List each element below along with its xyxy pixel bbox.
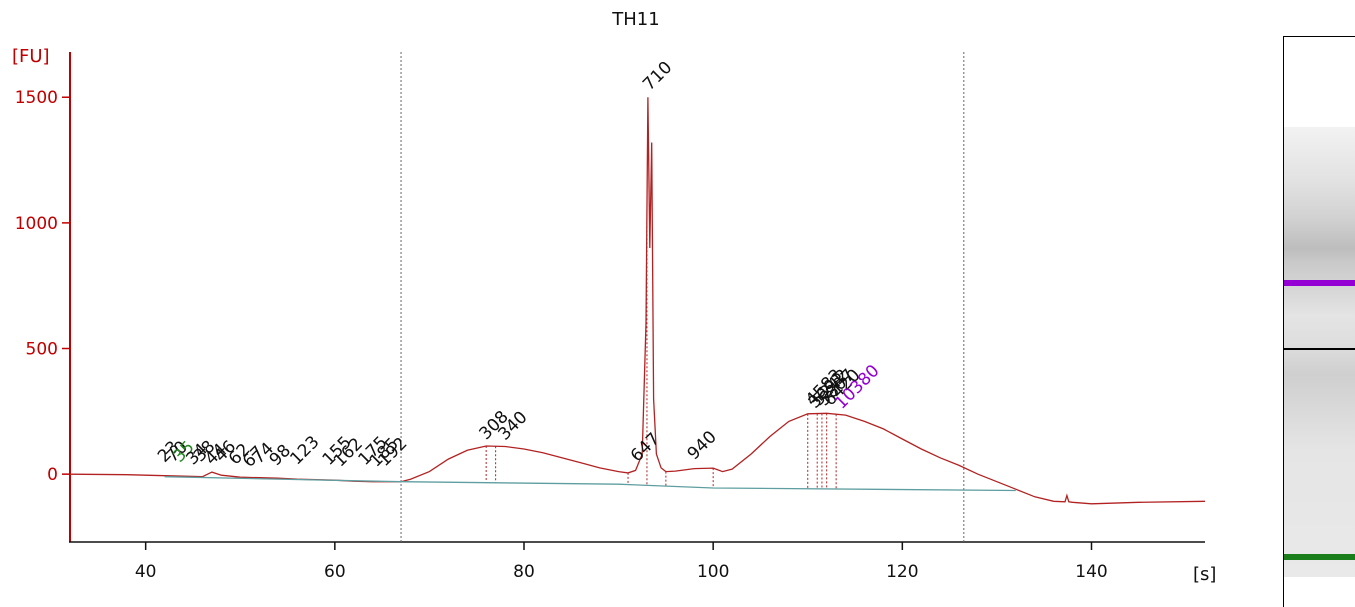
peak-label: 710: [639, 58, 676, 95]
y-tick-label: 0: [47, 465, 58, 485]
x-tick-label: 140: [1075, 562, 1107, 582]
gel-band: [1284, 279, 1355, 286]
series-layer: [69, 97, 1206, 505]
y-ticks: 0 500 1000 1500: [15, 88, 70, 485]
region-marker-lines: [400, 52, 965, 542]
gel-band: [1284, 553, 1355, 560]
x-ticks: 40 60 80 100 120 140: [135, 542, 1108, 582]
baseline-trace: [164, 476, 1016, 492]
peak-marker-lines: [485, 210, 837, 489]
y-tick-label: 500: [26, 340, 58, 360]
electropherogram-chart: TH11 [FU] [s] 0 500 1000 1500 40 60 80 100 120 1…: [12, 9, 1216, 585]
x-tick-label: 60: [324, 562, 346, 582]
x-axis-label: [s]: [1193, 564, 1216, 585]
x-tick-label: 120: [886, 562, 918, 582]
y-axis-label: [FU]: [12, 46, 50, 67]
gel-image: [1283, 36, 1355, 607]
x-tick-label: 100: [697, 562, 729, 582]
y-tick-label: 1000: [15, 214, 58, 234]
peak-label: 940: [684, 427, 721, 464]
chart-title: TH11: [611, 9, 659, 30]
peak-label: 123: [286, 432, 323, 469]
x-tick-label: 40: [135, 562, 157, 582]
x-tick-label: 80: [513, 562, 535, 582]
gel-lane: [1284, 127, 1355, 577]
gel-band: [1284, 348, 1355, 351]
y-tick-label: 1500: [15, 88, 58, 108]
